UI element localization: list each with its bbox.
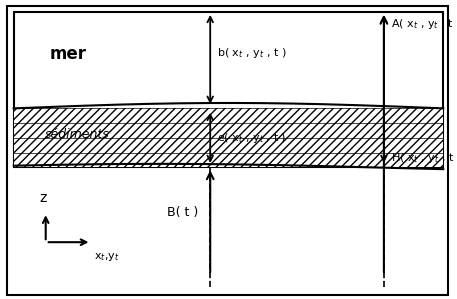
Text: e( x$_t$ , y$_t$ , t ): e( x$_t$ , y$_t$ , t ): [217, 131, 287, 145]
Text: mer: mer: [50, 45, 87, 63]
Text: x$_t$,y$_t$: x$_t$,y$_t$: [94, 251, 119, 263]
Bar: [14, 108, 443, 167]
Text: z: z: [40, 191, 47, 205]
Text: b( x$_t$ , y$_t$ , t ): b( x$_t$ , y$_t$ , t ): [217, 46, 287, 60]
Text: A( x$_t$ , y$_t$ , t ): A( x$_t$ , y$_t$ , t ): [391, 17, 457, 31]
Bar: [14, 12, 443, 167]
Text: H( x$_t$ , y$_t$ , t ): H( x$_t$ , y$_t$ , t ): [391, 152, 457, 165]
Text: sédiments: sédiments: [45, 128, 110, 141]
Text: B( t ): B( t ): [167, 206, 198, 219]
